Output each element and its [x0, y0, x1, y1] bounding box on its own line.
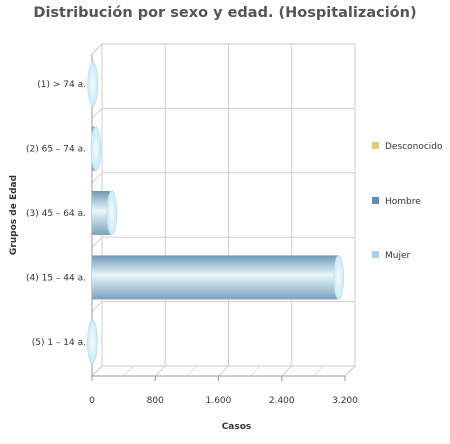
x-tick-label: 3.200 — [332, 396, 358, 406]
legend-label: Hombre — [385, 197, 421, 207]
y-tick-label: (3) 45 – 64 a. — [26, 209, 86, 219]
legend-label: Desconocido — [385, 142, 443, 152]
chart-title: Distribución por sexo y edad. (Hospitali… — [33, 5, 417, 21]
legend-label: Mujer — [385, 251, 411, 261]
x-tick-label: 2.400 — [269, 396, 295, 406]
legend-swatch — [372, 251, 379, 258]
legend-swatch — [372, 142, 379, 149]
y-tick-label: (5) 1 – 14 a. — [32, 338, 86, 348]
y-tick-label: (4) 15 – 44 a. — [26, 273, 86, 283]
bar-end-cap — [333, 255, 344, 300]
x-gridline-floor — [281, 365, 293, 377]
x-tick-label: 1.600 — [206, 396, 232, 406]
legend-item[interactable]: Desconocido — [372, 142, 443, 152]
x-minor-gridline — [313, 365, 324, 377]
bar — [87, 319, 98, 365]
bar-end-cap — [87, 61, 99, 107]
x-tick-label: 800 — [147, 396, 164, 406]
bar — [90, 126, 102, 171]
legend-item[interactable]: Hombre — [372, 197, 421, 207]
y-tick-label: (1) > 74 a. — [37, 80, 86, 90]
x-gridline-floor — [218, 365, 229, 377]
x-minor-gridline — [186, 365, 198, 377]
bar-end-cap — [90, 126, 102, 171]
x-gridline-floor — [344, 365, 356, 377]
x-minor-gridline — [249, 365, 261, 377]
y-separator — [91, 108, 103, 119]
bar — [87, 61, 99, 107]
x-axis-title: Casos — [222, 422, 252, 432]
bar — [92, 190, 118, 236]
y-tick-label: (2) 65 – 74 a. — [26, 145, 86, 155]
legend-item[interactable]: Mujer — [372, 251, 411, 261]
bar — [92, 255, 344, 300]
x-minor-gridline — [123, 365, 134, 377]
bar-end-cap — [106, 190, 118, 236]
y-separator — [91, 172, 103, 184]
y-separator — [91, 301, 103, 312]
legend-swatch — [372, 197, 379, 204]
y-separator — [91, 236, 103, 248]
bar-body — [92, 255, 339, 300]
x-gridline-floor — [154, 365, 166, 377]
x-tick-label: 0 — [89, 396, 95, 406]
bar-body — [92, 191, 112, 235]
x-gridline-floor — [91, 365, 103, 377]
bar-end-cap — [87, 319, 98, 365]
y-axis-title: Grupos de Edad — [9, 175, 19, 255]
